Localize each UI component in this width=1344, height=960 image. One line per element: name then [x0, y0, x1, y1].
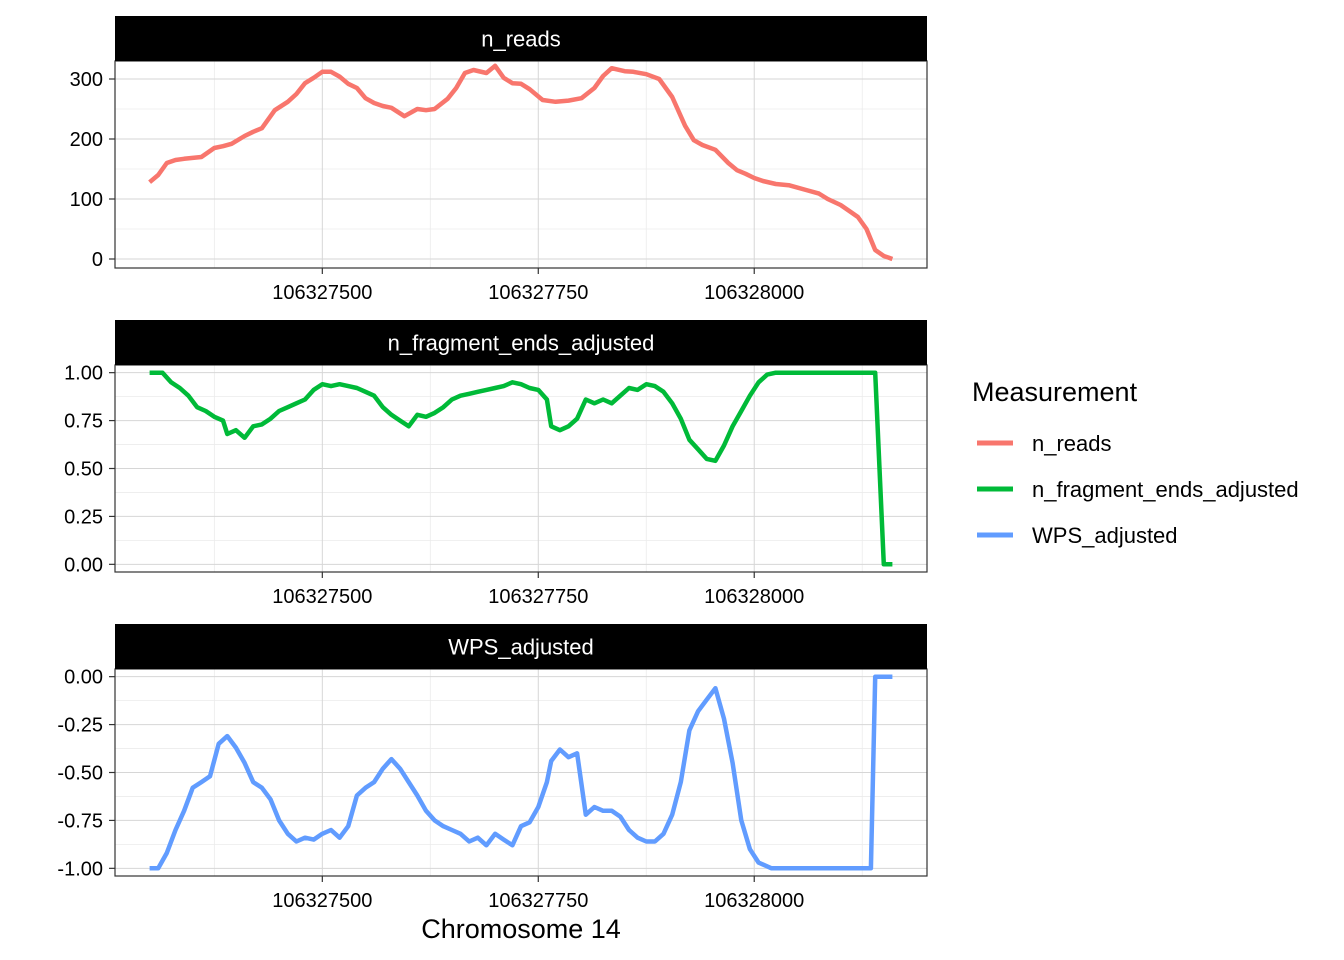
- x-tick-label: 106327500: [272, 890, 372, 912]
- y-tick-label: -1.00: [57, 858, 103, 880]
- x-tick-label: 106327750: [488, 586, 588, 608]
- y-tick-label: 300: [70, 69, 103, 91]
- y-tick-label: 0.00: [64, 667, 103, 689]
- x-tick-label: 106327500: [272, 282, 372, 304]
- series-line-wps-adjusted: [149, 674, 893, 871]
- x-tick-label: 106327500: [272, 586, 372, 608]
- legend-title: Measurement: [972, 377, 1138, 407]
- y-tick-label: 100: [70, 189, 103, 211]
- strip-title: WPS_adjusted: [448, 635, 594, 660]
- strip-background: [115, 624, 927, 669]
- y-tick-label: 200: [70, 129, 103, 151]
- y-tick-label: -0.75: [57, 810, 103, 832]
- y-tick-label: 0.00: [64, 554, 103, 576]
- plot-background: [115, 61, 927, 268]
- y-tick-label: -0.25: [57, 715, 103, 737]
- y-tick-label: 0.25: [64, 506, 103, 528]
- strip-title: n_reads: [481, 27, 561, 52]
- panel-wps-adjusted: WPS_adjusted 0.00 -0.25 -0.50 -0.75 -1.00 1063…: [57, 624, 928, 912]
- strip-background: [115, 16, 927, 61]
- legend-label-wps-adjusted: WPS_adjusted: [1032, 523, 1178, 548]
- x-tick-label: 106328000: [704, 586, 804, 608]
- series-line-n-fragment-ends-adjusted: [149, 370, 893, 567]
- y-tick-label: -0.50: [57, 763, 103, 785]
- x-tick-label: 106328000: [704, 282, 804, 304]
- legend-label-n-reads: n_reads: [1032, 431, 1112, 456]
- panel-n-reads: n_reads 0 100 200 300 106327500 106327750 10632…: [70, 16, 928, 304]
- panel-n-fragment-ends-adjusted: n_fragment_ends_adjusted 0.00 0.25 0.50 0.75…: [64, 320, 928, 608]
- y-tick-label: 0.50: [64, 459, 103, 481]
- strip-title: n_fragment_ends_adjusted: [388, 331, 655, 356]
- chart-panels: n_reads 0 100 200 300 106327500 106327750 10632…: [57, 16, 928, 912]
- legend: Measurement n_reads n_fragment_ends_adju…: [972, 377, 1299, 548]
- x-tick-label: 106328000: [704, 890, 804, 912]
- y-tick-label: 0.75: [64, 411, 103, 433]
- x-axis-title: Chromosome 14: [421, 914, 621, 944]
- x-tick-label: 106327750: [488, 890, 588, 912]
- strip-background: [115, 320, 927, 365]
- series-line-n-reads: [148, 63, 894, 262]
- legend-label-n-fragment-ends-adjusted: n_fragment_ends_adjusted: [1032, 477, 1299, 502]
- y-tick-label: 0: [92, 249, 103, 271]
- x-tick-label: 106327750: [488, 282, 588, 304]
- y-tick-label: 1.00: [64, 363, 103, 385]
